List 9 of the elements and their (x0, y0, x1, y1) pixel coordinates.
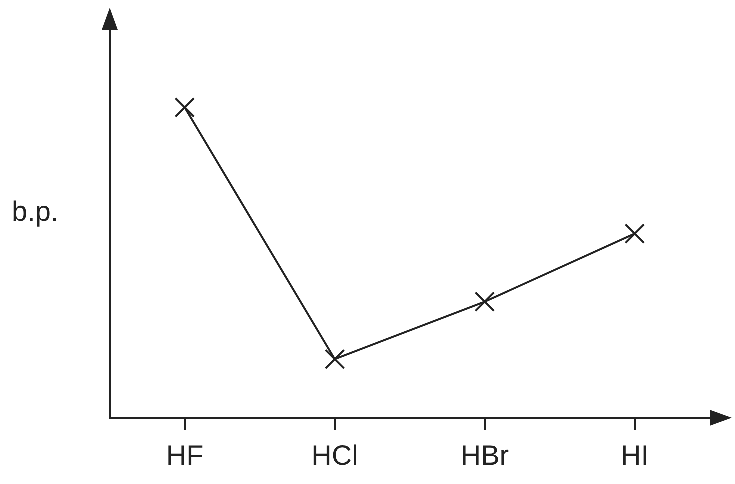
y-axis-title: b.p. (12, 196, 59, 228)
x-tick-label: HF (166, 440, 204, 471)
point (174, 97, 196, 118)
x-tick-label: HI (621, 440, 649, 471)
point (324, 349, 346, 370)
point (474, 292, 496, 312)
point (624, 224, 646, 244)
x-tick-label: HCl (312, 440, 358, 471)
x-tick-label: HBr (460, 440, 510, 471)
